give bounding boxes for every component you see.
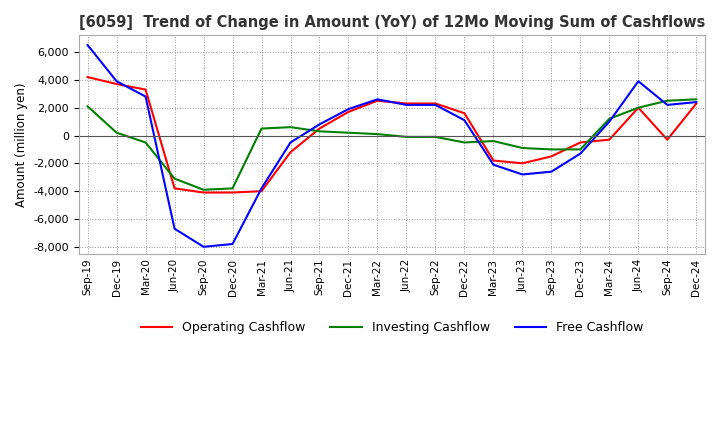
Operating Cashflow	[228, 190, 237, 195]
Operating Cashflow	[199, 190, 208, 195]
Operating Cashflow	[663, 137, 672, 142]
Investing Cashflow	[402, 134, 411, 139]
Investing Cashflow	[576, 147, 585, 152]
Operating Cashflow	[518, 161, 527, 166]
Free Cashflow	[460, 117, 469, 123]
Operating Cashflow	[431, 101, 440, 106]
Y-axis label: Amount (million yen): Amount (million yen)	[15, 82, 28, 207]
Investing Cashflow	[663, 98, 672, 103]
Operating Cashflow	[489, 158, 498, 163]
Investing Cashflow	[141, 140, 150, 145]
Operating Cashflow	[402, 101, 411, 106]
Investing Cashflow	[518, 145, 527, 150]
Free Cashflow	[228, 242, 237, 247]
Legend: Operating Cashflow, Investing Cashflow, Free Cashflow: Operating Cashflow, Investing Cashflow, …	[135, 316, 648, 339]
Investing Cashflow	[170, 176, 179, 181]
Operating Cashflow	[605, 137, 613, 142]
Free Cashflow	[84, 42, 92, 48]
Operating Cashflow	[692, 101, 701, 106]
Free Cashflow	[199, 244, 208, 249]
Investing Cashflow	[605, 116, 613, 121]
Free Cashflow	[257, 186, 266, 191]
Free Cashflow	[692, 99, 701, 105]
Operating Cashflow	[141, 87, 150, 92]
Free Cashflow	[315, 122, 324, 127]
Operating Cashflow	[547, 154, 556, 159]
Investing Cashflow	[431, 134, 440, 139]
Operating Cashflow	[344, 109, 353, 114]
Free Cashflow	[576, 151, 585, 156]
Investing Cashflow	[344, 130, 353, 136]
Investing Cashflow	[547, 147, 556, 152]
Operating Cashflow	[460, 110, 469, 116]
Free Cashflow	[605, 119, 613, 124]
Line: Investing Cashflow: Investing Cashflow	[88, 99, 696, 190]
Investing Cashflow	[112, 130, 121, 136]
Operating Cashflow	[170, 186, 179, 191]
Title: [6059]  Trend of Change in Amount (YoY) of 12Mo Moving Sum of Cashflows: [6059] Trend of Change in Amount (YoY) o…	[78, 15, 705, 30]
Free Cashflow	[286, 140, 294, 145]
Operating Cashflow	[315, 126, 324, 131]
Investing Cashflow	[199, 187, 208, 192]
Free Cashflow	[663, 102, 672, 107]
Operating Cashflow	[286, 150, 294, 155]
Operating Cashflow	[112, 81, 121, 87]
Investing Cashflow	[692, 97, 701, 102]
Free Cashflow	[547, 169, 556, 174]
Investing Cashflow	[257, 126, 266, 131]
Investing Cashflow	[489, 139, 498, 144]
Investing Cashflow	[460, 140, 469, 145]
Free Cashflow	[634, 79, 643, 84]
Operating Cashflow	[634, 105, 643, 110]
Operating Cashflow	[576, 140, 585, 145]
Line: Free Cashflow: Free Cashflow	[88, 45, 696, 247]
Free Cashflow	[373, 97, 382, 102]
Free Cashflow	[431, 102, 440, 107]
Investing Cashflow	[634, 105, 643, 110]
Free Cashflow	[170, 226, 179, 231]
Line: Operating Cashflow: Operating Cashflow	[88, 77, 696, 193]
Free Cashflow	[141, 94, 150, 99]
Operating Cashflow	[373, 98, 382, 103]
Operating Cashflow	[257, 188, 266, 194]
Investing Cashflow	[286, 125, 294, 130]
Free Cashflow	[112, 79, 121, 84]
Operating Cashflow	[84, 74, 92, 80]
Investing Cashflow	[373, 132, 382, 137]
Free Cashflow	[344, 106, 353, 112]
Investing Cashflow	[84, 104, 92, 109]
Free Cashflow	[518, 172, 527, 177]
Free Cashflow	[489, 162, 498, 167]
Investing Cashflow	[315, 128, 324, 134]
Investing Cashflow	[228, 186, 237, 191]
Free Cashflow	[402, 102, 411, 107]
